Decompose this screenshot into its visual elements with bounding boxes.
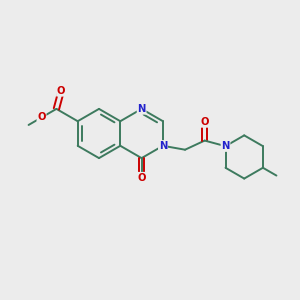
Text: N: N (159, 141, 167, 151)
Text: O: O (57, 86, 65, 96)
Text: O: O (200, 117, 209, 127)
Text: N: N (221, 141, 230, 151)
Text: N: N (137, 104, 146, 114)
Text: O: O (137, 172, 146, 183)
Text: O: O (37, 112, 46, 122)
